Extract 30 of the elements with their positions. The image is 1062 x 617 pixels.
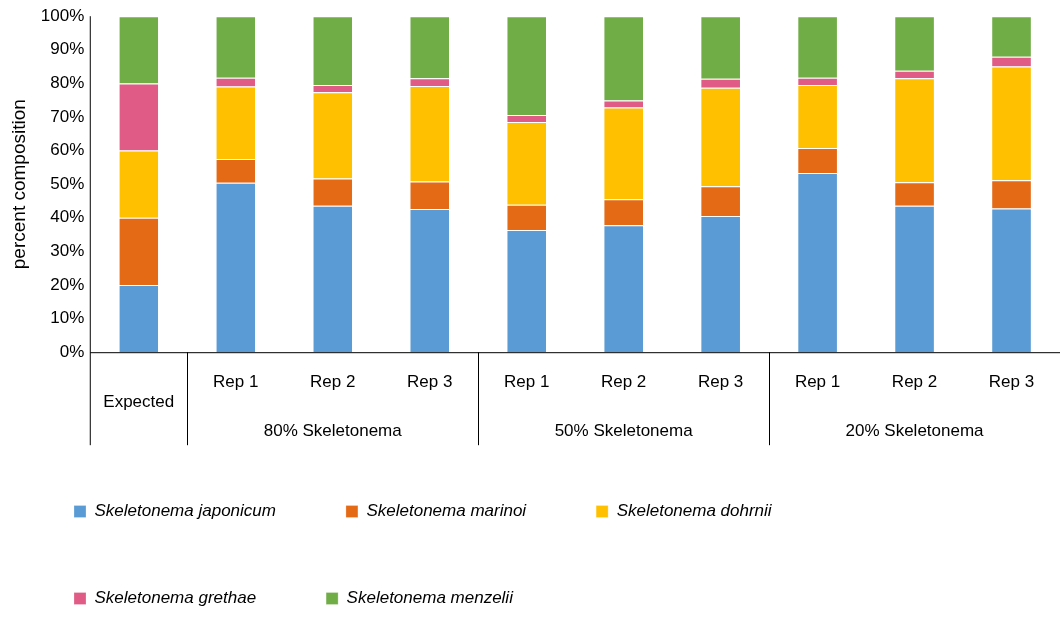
y-tick-label: 20% (50, 274, 85, 294)
x-tick-label: Rep 1 (503, 372, 550, 392)
y-tick-label: 90% (50, 39, 85, 59)
y-tick-label: 50% (50, 173, 85, 193)
y-axis-title: percent composition (7, 99, 29, 270)
x-tick-label: Rep 3 (406, 372, 453, 392)
legend-label: Skeletonema menzelii (346, 588, 515, 608)
x-tick-label: Rep 2 (310, 372, 356, 392)
legend-label: Skeletonema japonicum (94, 501, 276, 521)
y-tick-label: 80% (50, 73, 85, 93)
legend-label: Skeletonema dohrnii (616, 501, 773, 521)
legend-label: Skeletonema grethae (94, 588, 257, 608)
legend-label: Skeletonema marinoi (366, 501, 528, 521)
y-tick-label: 40% (50, 207, 85, 227)
y-tick-label: 0% (59, 341, 85, 361)
x-tick-label: Rep 3 (988, 372, 1035, 392)
x-tick-label: Rep 2 (600, 372, 647, 392)
y-tick-label: 100% (40, 5, 85, 25)
text: 50% Skeletonema (554, 420, 694, 440)
x-tick-label: Rep 2 (891, 372, 938, 392)
text: 80% Skeletonema (263, 420, 403, 440)
x-tick-label: Rep 1 (794, 372, 841, 392)
y-tick-label: 30% (50, 241, 85, 261)
x-tick-label: Rep 3 (697, 372, 744, 392)
y-tick-label: 10% (50, 308, 85, 328)
x-tick-label: Rep 1 (213, 372, 259, 392)
x-tick-label: Expected (103, 392, 175, 412)
y-tick-label: 70% (50, 106, 85, 126)
text: 20% Skeletonema (845, 420, 985, 440)
y-tick-label: 60% (50, 140, 85, 160)
